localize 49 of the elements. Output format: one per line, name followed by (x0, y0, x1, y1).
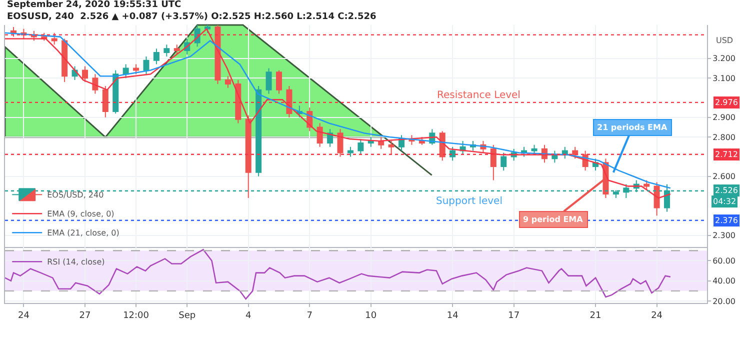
candlestick (654, 182, 660, 216)
y-tick-label: 3.200 (712, 54, 736, 64)
text: 04:32 (713, 197, 736, 206)
x-tick-label: 24 (18, 310, 30, 321)
x-tick-label: 27 (79, 310, 91, 321)
candlestick (347, 146, 354, 158)
y-tick-label: 2.900 (712, 113, 736, 122)
x-tick-label: 10 (365, 310, 377, 321)
candlestick (388, 140, 394, 156)
candlestick (82, 66, 88, 82)
annotation: Resistance Level (437, 90, 520, 101)
y-tick-label: 20.00 (712, 296, 736, 306)
ref-line-label: 2.376 (715, 216, 738, 225)
y-tick-label: 60.00 (712, 256, 736, 266)
x-tick-label: 14 (446, 310, 459, 321)
annotation: 21 periods EMA (597, 123, 668, 132)
y-tick-label: 3.100 (712, 74, 736, 83)
legend-label: EMA (21, close, 0) (47, 228, 120, 238)
y-tick-label: 2.800 (712, 132, 736, 142)
candlestick (500, 152, 507, 171)
y-tick-label: 40.00 (712, 276, 736, 286)
candlestick (358, 138, 364, 156)
line-series (5, 248, 672, 300)
chart-subtitle: EOSUSD, 240 2.526 ▲ +0.087 (+3.57%) O:2.525 H:2.560 L:2.514 C:2.526 (7, 12, 376, 22)
candlestick (531, 144, 538, 156)
y-tick-label: 2.300 (712, 231, 736, 240)
candlestick (92, 74, 98, 94)
x-tick-label: 17 (508, 310, 520, 321)
ref-line-label: 2.526 (715, 186, 738, 195)
x-tick-label: 4 (245, 310, 252, 321)
text: USD (716, 36, 734, 45)
candlestick (490, 144, 496, 181)
legend-label: EMA (9, close, 0) (47, 210, 114, 219)
candlestick (644, 180, 650, 191)
ref-line-label: 2.712 (715, 150, 738, 159)
x-tick-label: 24 (651, 310, 663, 321)
candlestick (62, 38, 68, 82)
legend-label: RSI (14, close) (47, 258, 105, 267)
chart-title: September 24, 2020 19:55:31 UTC (7, 0, 182, 10)
x-tick-label: 12:00 (123, 310, 150, 321)
x-tick-label: 21 (590, 310, 602, 321)
x-tick-label: 7 (306, 310, 312, 321)
x-tick-label: Sep (178, 310, 196, 321)
y-tick-label: 2.600 (712, 172, 736, 182)
annotation: 9 period EMA (523, 215, 584, 224)
legend-label: EOS/USD, 240 (47, 190, 104, 200)
ref-line-label: 2.976 (715, 98, 738, 107)
annotation: Support level (436, 196, 502, 207)
candlestick (368, 136, 374, 148)
